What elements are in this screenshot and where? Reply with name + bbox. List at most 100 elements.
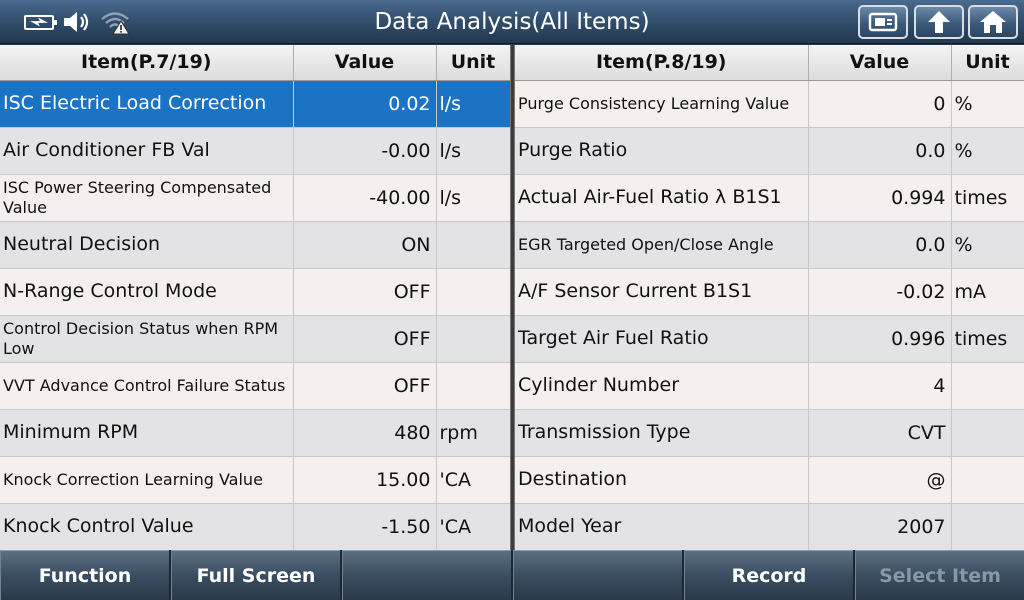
row-value: 0: [808, 80, 952, 128]
row-unit: times: [951, 174, 1024, 222]
table-row[interactable]: ISC Electric Load Correction 0.02 l/s: [0, 80, 511, 128]
row-value: 0.994: [808, 174, 952, 222]
table-row[interactable]: Neutral Decision ON: [0, 221, 511, 269]
row-unit: mA: [951, 268, 1024, 316]
table-row[interactable]: VVT Advance Control Failure Status OFF: [0, 362, 511, 410]
full-screen-button[interactable]: Full Screen: [171, 550, 340, 600]
row-unit: [436, 268, 511, 316]
row-item: A/F Sensor Current B1S1: [515, 268, 809, 316]
row-item: Knock Correction Learning Value: [0, 456, 294, 504]
row-unit: %: [951, 80, 1024, 128]
table-row[interactable]: ISC Power Steering Compensated Value -40…: [0, 174, 511, 222]
row-unit: %: [951, 221, 1024, 269]
column-header-value: Value: [808, 45, 952, 81]
table-row[interactable]: Knock Correction Learning Value 15.00 'C…: [0, 456, 511, 504]
blank-button-2[interactable]: [513, 550, 682, 600]
right-table-panel: Item(P.8/19) Value Unit Purge Consistenc…: [515, 45, 1024, 551]
wifi-warning-icon: [101, 12, 130, 35]
row-value: ON: [293, 221, 437, 269]
table-header-row: Item(P.7/19) Value Unit: [0, 45, 511, 81]
back-button[interactable]: [914, 5, 964, 39]
row-item: VVT Advance Control Failure Status: [0, 362, 294, 410]
table-row[interactable]: Purge Ratio 0.0 %: [515, 127, 1024, 175]
row-value: @: [808, 456, 952, 504]
left-data-table: Item(P.7/19) Value Unit ISC Electric Loa…: [0, 45, 511, 551]
row-value: 480: [293, 409, 437, 457]
row-unit: times: [951, 315, 1024, 363]
row-value: OFF: [293, 315, 437, 363]
table-row[interactable]: Cylinder Number 4: [515, 362, 1024, 410]
row-item: Neutral Decision: [0, 221, 294, 269]
row-unit: [436, 315, 511, 363]
row-value: -40.00: [293, 174, 437, 222]
row-item: Control Decision Status when RPM Low: [0, 315, 294, 363]
left-table-panel: Item(P.7/19) Value Unit ISC Electric Loa…: [0, 45, 511, 551]
row-value: CVT: [808, 409, 952, 457]
row-unit: [951, 503, 1024, 551]
row-item: ISC Electric Load Correction: [0, 80, 294, 128]
screenshot-button[interactable]: [858, 5, 908, 39]
row-item: Actual Air-Fuel Ratio λ B1S1: [515, 174, 809, 222]
row-value: 2007: [808, 503, 952, 551]
status-icons: [24, 9, 130, 35]
table-header-row: Item(P.8/19) Value Unit: [515, 45, 1024, 81]
speaker-icon: [64, 12, 89, 32]
data-content: Item(P.7/19) Value Unit ISC Electric Loa…: [0, 45, 1024, 551]
table-row[interactable]: Minimum RPM 480 rpm: [0, 409, 511, 457]
table-row[interactable]: Air Conditioner FB Val -0.00 l/s: [0, 127, 511, 175]
row-value: -1.50: [293, 503, 437, 551]
row-item: Destination: [515, 456, 809, 504]
table-row[interactable]: Control Decision Status when RPM Low OFF: [0, 315, 511, 363]
row-item: EGR Targeted Open/Close Angle: [515, 221, 809, 269]
select-item-button[interactable]: Select Item: [855, 550, 1024, 600]
table-row[interactable]: Transmission Type CVT: [515, 409, 1024, 457]
row-item: Minimum RPM: [0, 409, 294, 457]
home-icon: [980, 11, 1006, 33]
back-icon: [928, 11, 950, 33]
row-item: Purge Consistency Learning Value: [515, 80, 809, 128]
column-header-item: Item(P.7/19): [0, 45, 294, 81]
table-row[interactable]: Model Year 2007: [515, 503, 1024, 551]
row-item: Model Year: [515, 503, 809, 551]
table-row[interactable]: Purge Consistency Learning Value 0 %: [515, 80, 1024, 128]
row-unit: l/s: [436, 174, 511, 222]
table-row[interactable]: Actual Air-Fuel Ratio λ B1S1 0.994 times: [515, 174, 1024, 222]
record-button[interactable]: Record: [684, 550, 853, 600]
row-unit: [436, 362, 511, 410]
row-value: OFF: [293, 362, 437, 410]
row-unit: [951, 456, 1024, 504]
row-item: Transmission Type: [515, 409, 809, 457]
table-row[interactable]: Destination @: [515, 456, 1024, 504]
row-value: OFF: [293, 268, 437, 316]
home-button[interactable]: [968, 5, 1018, 39]
row-value: -0.02: [808, 268, 952, 316]
row-value: -0.00: [293, 127, 437, 175]
row-value: 15.00: [293, 456, 437, 504]
row-item: Knock Control Value: [0, 503, 294, 551]
row-unit: [436, 221, 511, 269]
row-value: 4: [808, 362, 952, 410]
title-bar: Data Analysis(All Items): [0, 0, 1024, 44]
table-row[interactable]: N-Range Control Mode OFF: [0, 268, 511, 316]
row-unit: 'CA: [436, 503, 511, 551]
column-header-item: Item(P.8/19): [515, 45, 809, 81]
row-item: Purge Ratio: [515, 127, 809, 175]
row-unit: rpm: [436, 409, 511, 457]
screenshot-icon: [868, 12, 898, 32]
row-unit: l/s: [436, 80, 511, 128]
table-row[interactable]: Knock Control Value -1.50 'CA: [0, 503, 511, 551]
row-value: 0.0: [808, 221, 952, 269]
row-unit: %: [951, 127, 1024, 175]
table-divider: [510, 45, 515, 550]
table-row[interactable]: A/F Sensor Current B1S1 -0.02 mA: [515, 268, 1024, 316]
row-unit: l/s: [436, 127, 511, 175]
page-title: Data Analysis(All Items): [374, 9, 650, 35]
right-data-table: Item(P.8/19) Value Unit Purge Consistenc…: [515, 45, 1024, 551]
row-value: 0.996: [808, 315, 952, 363]
function-button[interactable]: Function: [0, 550, 169, 600]
table-row[interactable]: Target Air Fuel Ratio 0.996 times: [515, 315, 1024, 363]
row-unit: 'CA: [436, 456, 511, 504]
row-value: 0.02: [293, 80, 437, 128]
table-row[interactable]: EGR Targeted Open/Close Angle 0.0 %: [515, 221, 1024, 269]
blank-button-1[interactable]: [342, 550, 511, 600]
